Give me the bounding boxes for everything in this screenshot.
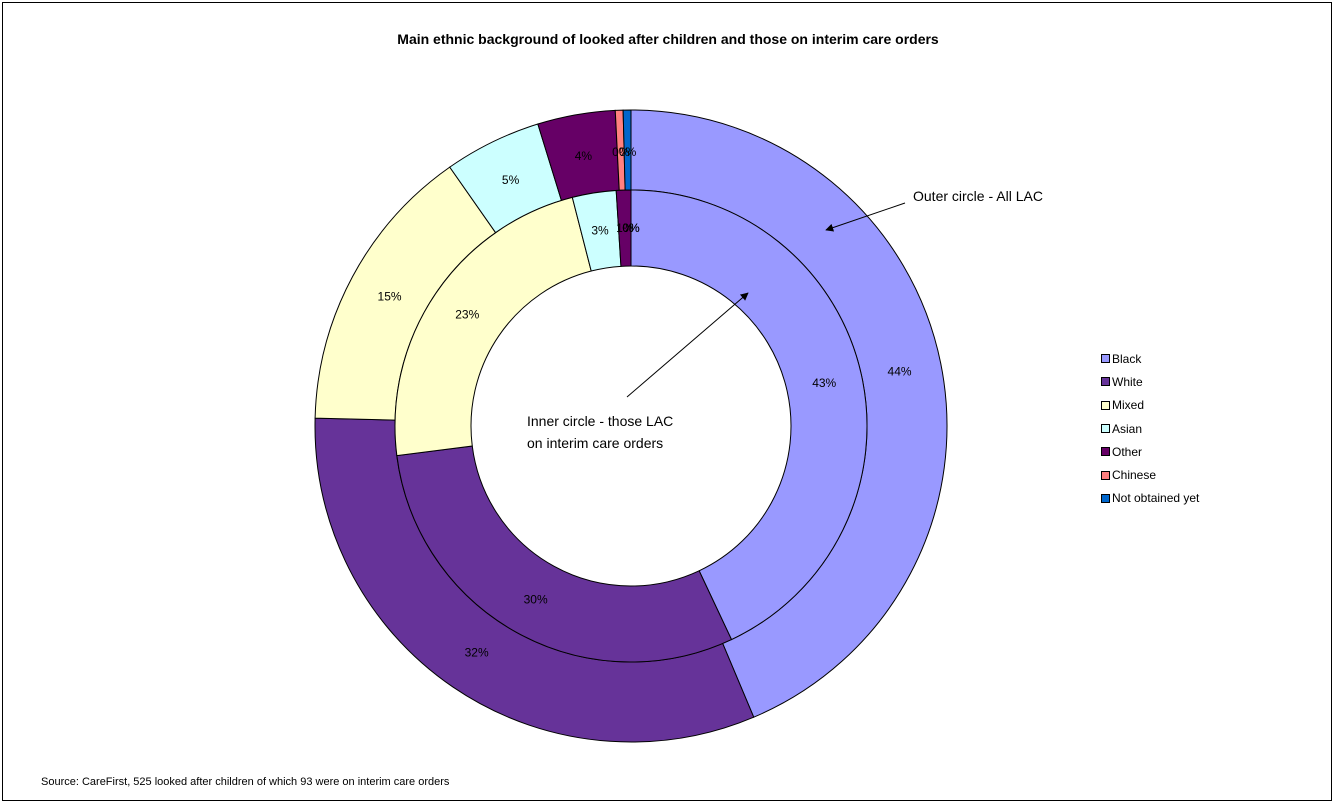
outer-label-not-obtained-yet: 0% xyxy=(619,145,637,159)
legend: Black White Mixed Asian Other Chinese Not obta… xyxy=(1101,347,1199,510)
inner-ring xyxy=(394,189,868,663)
legend-swatch xyxy=(1101,377,1110,387)
inner-annotation-text-line2: on interim care orders xyxy=(527,435,663,451)
legend-label: Chinese xyxy=(1112,468,1157,483)
legend-swatch xyxy=(1101,447,1110,457)
legend-label: Not obtained yet xyxy=(1112,491,1200,506)
legend-swatch xyxy=(1101,424,1110,434)
outer-label-white: 32% xyxy=(465,645,489,659)
legend-swatch xyxy=(1101,400,1110,410)
legend-swatch xyxy=(1101,493,1110,503)
legend-swatch xyxy=(1101,354,1110,364)
inner-slice-black xyxy=(630,189,868,641)
inner-label-white: 30% xyxy=(524,593,548,607)
annotations: Outer circle - All LAC Inner circle - th… xyxy=(527,188,1043,451)
outer-label-mixed: 15% xyxy=(378,289,402,303)
inner-label-not-obtained-yet: 0% xyxy=(622,221,640,235)
outer-annotation-text: Outer circle - All LAC xyxy=(913,188,1043,204)
legend-item: Mixed xyxy=(1101,394,1199,417)
inner-label-chinese: 0% xyxy=(622,221,640,235)
outer-label-chinese: 0% xyxy=(612,145,630,159)
source-note: Source: CareFirst, 525 looked after chil… xyxy=(41,776,450,788)
legend-item: Chinese xyxy=(1101,463,1199,486)
inner-slice-other xyxy=(615,189,632,267)
inner-slice-white xyxy=(396,445,733,663)
slice-labels: 44%32%15%5%4% 0%0%43%30%23%3% 1%0%0% xyxy=(378,145,912,659)
inner-annotation-text-line1: Inner circle - those LAC xyxy=(527,413,673,429)
outer-label-black: 44% xyxy=(888,365,912,379)
outer-label-asian: 5% xyxy=(502,173,520,187)
inner-label-mixed: 23% xyxy=(455,308,479,322)
inner-label-asian: 3% xyxy=(591,223,609,237)
outer-annotation-arrow xyxy=(825,202,906,232)
outer-label-other: 4% xyxy=(575,149,593,163)
inner-slice-mixed xyxy=(394,196,592,457)
inner-label-other: 1% xyxy=(616,221,634,235)
legend-item: Not obtained yet xyxy=(1101,487,1199,510)
legend-label: Asian xyxy=(1112,421,1143,436)
inner-label-black: 43% xyxy=(812,376,836,390)
legend-label: Mixed xyxy=(1112,398,1145,413)
legend-item: White xyxy=(1101,370,1199,393)
legend-swatch xyxy=(1101,470,1110,480)
legend-item: Asian xyxy=(1101,417,1199,440)
legend-label: Other xyxy=(1112,444,1143,459)
legend-item: Black xyxy=(1101,347,1199,370)
legend-item: Other xyxy=(1101,440,1199,463)
chart-title: Main ethnic background of looked after c… xyxy=(397,31,939,47)
inner-annotation-arrow xyxy=(626,292,749,398)
outer-ring xyxy=(314,109,948,743)
legend-label: White xyxy=(1112,374,1143,389)
legend-label: Black xyxy=(1112,351,1142,366)
